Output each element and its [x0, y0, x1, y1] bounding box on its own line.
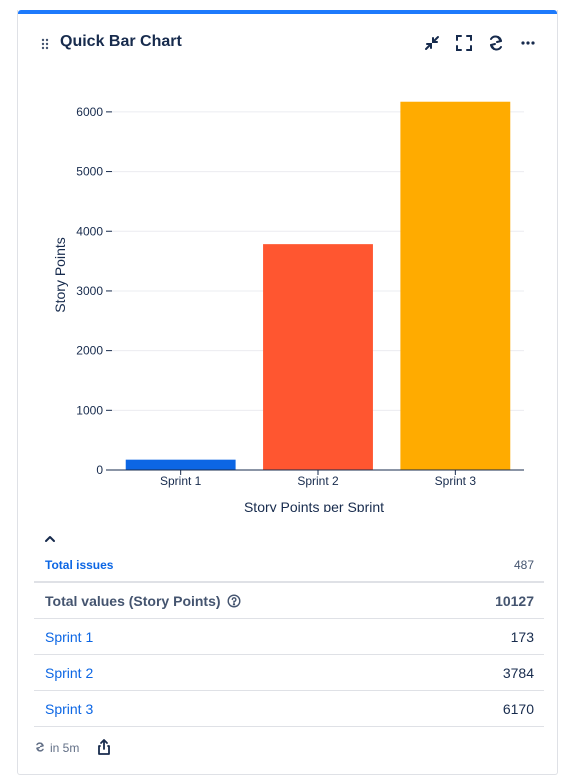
minimize-icon[interactable] [422, 33, 442, 53]
total-values-row: Total values (Story Points) 10127 [34, 583, 544, 619]
quick-bar-chart-gadget: Quick Bar Chart [17, 10, 558, 775]
table-row: Sprint 1 173 [34, 619, 544, 655]
help-icon[interactable] [227, 594, 241, 611]
refresh-icon[interactable] [486, 33, 506, 53]
y-tick-label: 0 [96, 463, 103, 477]
sprint-value: 6170 [502, 701, 534, 717]
y-tick-label: 6000 [76, 105, 103, 119]
x-tick-label: Sprint 1 [160, 474, 202, 488]
y-axis-label: Story Points [52, 237, 68, 312]
x-tick-label: Sprint 3 [435, 474, 477, 488]
bar[interactable] [125, 459, 236, 470]
bar[interactable] [263, 244, 373, 470]
auto-refresh-icon [34, 741, 46, 756]
sprint-link[interactable]: Sprint 2 [45, 665, 94, 681]
total-values-label-wrap: Total values (Story Points) [45, 593, 241, 611]
gadget-footer: in 5m [34, 738, 234, 760]
sprint-link[interactable]: Sprint 3 [45, 701, 94, 717]
total-issues-value: 487 [513, 558, 534, 572]
bar[interactable] [400, 101, 511, 471]
collapse-summary-icon[interactable] [44, 530, 60, 542]
bar-chart: 0 1000 2000 3000 4000 5000 6000 Sprint 1 Sprint… [18, 72, 558, 512]
y-tick-label: 4000 [76, 224, 103, 238]
share-icon[interactable] [96, 738, 112, 759]
refresh-interval-text: in 5m [50, 741, 80, 755]
y-tick-label: 3000 [76, 284, 103, 298]
sprint-link[interactable]: Sprint 1 [45, 629, 94, 645]
gadget-title: Quick Bar Chart [60, 33, 182, 50]
total-issues-link[interactable]: Total issues [45, 558, 114, 572]
total-values-value: 10127 [495, 593, 534, 609]
fullscreen-icon[interactable] [454, 33, 474, 53]
y-tick-label: 1000 [76, 403, 103, 417]
x-axis-label: Story Points per Sprint [244, 499, 384, 512]
more-icon[interactable] [518, 33, 538, 53]
summary-table: Total issues 487 Total values (Story Poi… [34, 549, 544, 727]
total-issues-row: Total issues 487 [34, 549, 544, 583]
x-tick-label: Sprint 2 [297, 474, 339, 488]
total-values-label: Total values (Story Points) [45, 593, 221, 609]
sprint-value: 3784 [502, 665, 534, 681]
drag-handle-icon[interactable] [41, 37, 49, 55]
bar-chart-svg: 0 1000 2000 3000 4000 5000 6000 Sprint 1 Sprint… [52, 101, 524, 512]
table-row: Sprint 3 6170 [34, 691, 544, 727]
table-row: Sprint 2 3784 [34, 655, 544, 691]
sprint-value: 173 [510, 629, 534, 645]
gadget-accent-bar [18, 10, 557, 14]
y-tick-label: 2000 [76, 344, 103, 358]
gadget-header: Quick Bar Chart [18, 30, 557, 58]
y-tick-label: 5000 [76, 165, 103, 179]
